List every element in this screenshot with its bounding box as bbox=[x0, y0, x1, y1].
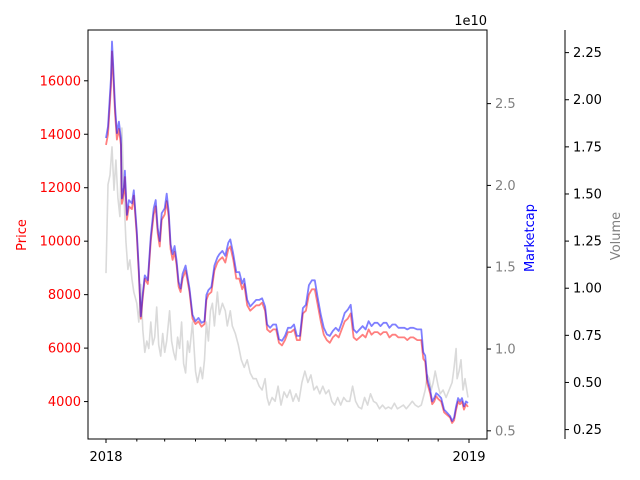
marketcap-axis-label: Marketcap bbox=[523, 204, 538, 272]
x-tick-label: 2019 bbox=[452, 450, 485, 465]
marketcap-tick-label: 0.5 bbox=[495, 424, 516, 439]
marketcap-tick-label: 2.0 bbox=[495, 179, 516, 194]
price-tick-label: 10000 bbox=[40, 235, 81, 250]
marketcap-tick-label: 2.5 bbox=[495, 97, 516, 112]
price-axis-label: Price bbox=[15, 219, 30, 251]
volume-axis-label: Volume bbox=[609, 212, 624, 260]
x-axis: 2018 2019 bbox=[89, 439, 486, 465]
volume-tick-label: 0.25 bbox=[573, 423, 602, 438]
price-tick-label: 16000 bbox=[40, 74, 81, 89]
price-tick-label: 6000 bbox=[48, 342, 81, 357]
volume-tick-label: 1.25 bbox=[573, 235, 602, 250]
price-tick-label: 4000 bbox=[48, 395, 81, 410]
price-axis: 4000 6000 8000 10000 12000 14000 16000 bbox=[40, 74, 88, 410]
price-tick-label: 8000 bbox=[48, 288, 81, 303]
marketcap-tick-label: 1.0 bbox=[495, 343, 516, 358]
volume-tick-label: 1.50 bbox=[573, 187, 602, 202]
volume-axis: 0.25 0.50 0.75 1.00 1.25 1.50 1.75 2.00 2.25 bbox=[565, 46, 602, 438]
volume-tick-label: 1.00 bbox=[573, 282, 602, 297]
volume-tick-label: 0.75 bbox=[573, 329, 602, 344]
price-tick-label: 12000 bbox=[40, 181, 81, 196]
marketcap-tick-label: 1.5 bbox=[495, 261, 516, 276]
volume-tick-label: 1.75 bbox=[573, 140, 602, 155]
volume-series-line bbox=[105, 127, 469, 410]
plot-frame bbox=[87, 29, 488, 440]
volume-tick-label: 2.00 bbox=[573, 93, 602, 108]
marketcap-series-line bbox=[105, 40, 469, 422]
series-layer bbox=[105, 40, 469, 424]
volume-tick-label: 2.25 bbox=[573, 46, 602, 61]
volume-tick-label: 0.50 bbox=[573, 376, 602, 391]
price-tick-label: 14000 bbox=[40, 128, 81, 143]
x-tick-label: 2018 bbox=[89, 450, 122, 465]
marketcap-axis: 0.5 1.0 1.5 2.0 2.5 bbox=[487, 97, 516, 439]
marketcap-scale-label: 1e10 bbox=[454, 14, 487, 29]
